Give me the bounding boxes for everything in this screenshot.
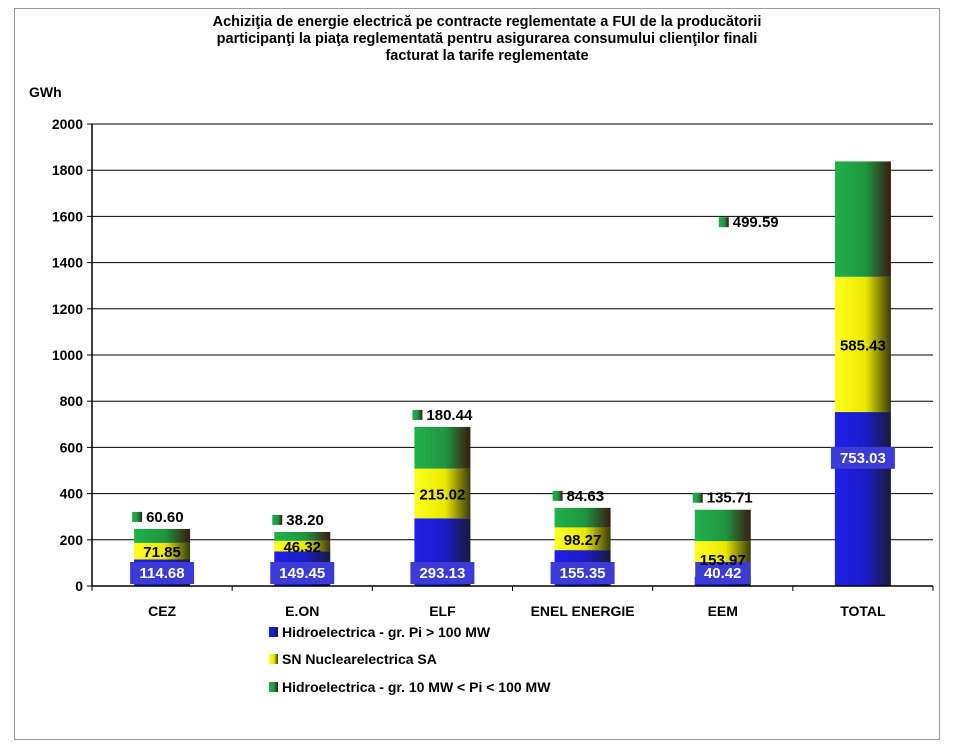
- data-label-total-series-2: 585.43: [840, 337, 886, 354]
- bar-cez-series-3: [134, 528, 191, 543]
- data-label-box-eem-series-1: [695, 562, 751, 584]
- legend-swatch-series-2: [269, 654, 278, 664]
- legend-label-series-3: Hidroelectrica - gr. 10 MW < Pi < 100 MW: [282, 679, 551, 695]
- y-tick-label-1400: 1400: [52, 255, 83, 271]
- data-label-elf-series-3: 180.44: [426, 407, 473, 424]
- legend: Hidroelectrica - gr. Pi > 100 MW SN Nucle…: [269, 624, 551, 695]
- bar-enel-energie-series-2: [554, 527, 611, 551]
- chart-title-line-1: Achiziţia de energie electrică pe contra…: [213, 14, 762, 30]
- y-tick-label-400: 400: [60, 486, 84, 502]
- bar-e-on-series-3: [274, 531, 331, 541]
- chart-title: Achiziţia de energie electrică pe contra…: [213, 14, 762, 64]
- data-label-key-total-series-3: [718, 217, 729, 228]
- bar-elf-series-3: [414, 426, 471, 469]
- y-tick-label-2000: 2000: [52, 116, 83, 132]
- bar-total-series-3: [834, 161, 891, 277]
- legend-label-series-2: SN Nuclearelectrica SA: [282, 651, 437, 667]
- data-label-box-cez-series-1: [130, 562, 195, 584]
- x-tick-label-enel-energie: ENEL ENERGIE: [531, 603, 635, 619]
- data-label-cez-series-1: 114.68: [140, 565, 185, 582]
- data-label-elf-series-1: 293.13: [419, 565, 465, 582]
- legend-label-series-1: Hidroelectrica - gr. Pi > 100 MW: [282, 624, 491, 640]
- chart-title-line-2: participanţi la piaţa reglementată pentr…: [217, 31, 758, 47]
- y-tick-label-1600: 1600: [52, 208, 83, 224]
- data-label-eem-series-3: 135.71: [707, 490, 753, 507]
- data-labels: 114.68 71.85 60.60 149.45 46.32 38.20 293.13 21…: [130, 214, 895, 584]
- data-label-box-total-series-1: [830, 446, 895, 469]
- bar-eem-series-3: [694, 509, 751, 542]
- y-tick-label-800: 800: [60, 393, 84, 409]
- data-label-enel-energie-series-3: 84.63: [567, 488, 605, 505]
- data-label-key-elf-series-3: [412, 409, 423, 420]
- data-label-box-elf-series-1: [410, 562, 475, 584]
- bar-elf-series-2: [414, 468, 471, 519]
- data-label-box-e-on-series-1: [270, 562, 335, 584]
- bar-total-series-1: [834, 412, 891, 586]
- gridlines: [92, 123, 933, 541]
- chart-title-line-3: facturat la tarife reglementate: [385, 48, 588, 64]
- y-tick-label-0: 0: [75, 578, 83, 594]
- x-tick-label-elf: ELF: [429, 603, 456, 619]
- data-label-key-e-on-series-3: [272, 514, 283, 525]
- data-label-cez-series-3: 60.60: [146, 509, 184, 526]
- y-tick-label-1800: 1800: [52, 162, 83, 178]
- bar-enel-energie-series-3: [554, 507, 611, 528]
- y-tick-label-600: 600: [60, 439, 84, 455]
- x-tick-label-e-on: E.ON: [285, 603, 319, 619]
- axes: GWh 0 200 400 600 800 1000 1200 1400 1600 1800 2000…: [29, 84, 934, 619]
- x-tick-label-total: TOTAL: [840, 603, 886, 619]
- data-label-enel-energie-series-1: 155.35: [560, 565, 606, 582]
- legend-swatch-series-3: [269, 682, 278, 692]
- data-label-total-series-3: 499.59: [733, 214, 779, 231]
- x-tick-label-cez: CEZ: [148, 603, 176, 619]
- legend-swatch-series-1: [269, 627, 278, 637]
- chart-frame: Achiziţia de energie electrică pe contra…: [14, 8, 940, 740]
- data-label-total-series-1: 753.03: [840, 450, 886, 467]
- y-tick-label-200: 200: [60, 532, 84, 548]
- bar-cez-series-2: [134, 542, 191, 560]
- data-label-e-on-series-3: 38.20: [286, 512, 324, 529]
- bar-total-series-2: [834, 276, 891, 413]
- data-label-enel-energie-series-2: 98.27: [564, 532, 602, 549]
- data-label-e-on-series-1: 149.45: [279, 565, 325, 582]
- data-label-key-eem-series-3: [692, 492, 703, 503]
- data-label-eem-series-2: 153.97: [700, 552, 746, 569]
- data-label-e-on-series-2: 46.32: [283, 539, 321, 556]
- data-label-cez-series-2: 71.85: [143, 544, 181, 561]
- data-label-eem-series-1: 40.42: [704, 565, 742, 582]
- stacked-bar-chart: Achiziţia de energie electrică pe contra…: [29, 14, 934, 695]
- x-tick-label-eem: EEM: [708, 603, 738, 619]
- y-axis-label: GWh: [29, 84, 62, 100]
- data-label-key-enel-energie-series-3: [552, 490, 563, 501]
- data-label-box-enel-energie-series-1: [550, 562, 615, 584]
- y-tick-label-1000: 1000: [52, 347, 83, 363]
- y-tick-label-1200: 1200: [52, 301, 83, 317]
- data-label-elf-series-2: 215.02: [419, 486, 465, 503]
- bar-e-on-series-2: [274, 540, 331, 552]
- data-label-key-cez-series-3: [132, 511, 143, 522]
